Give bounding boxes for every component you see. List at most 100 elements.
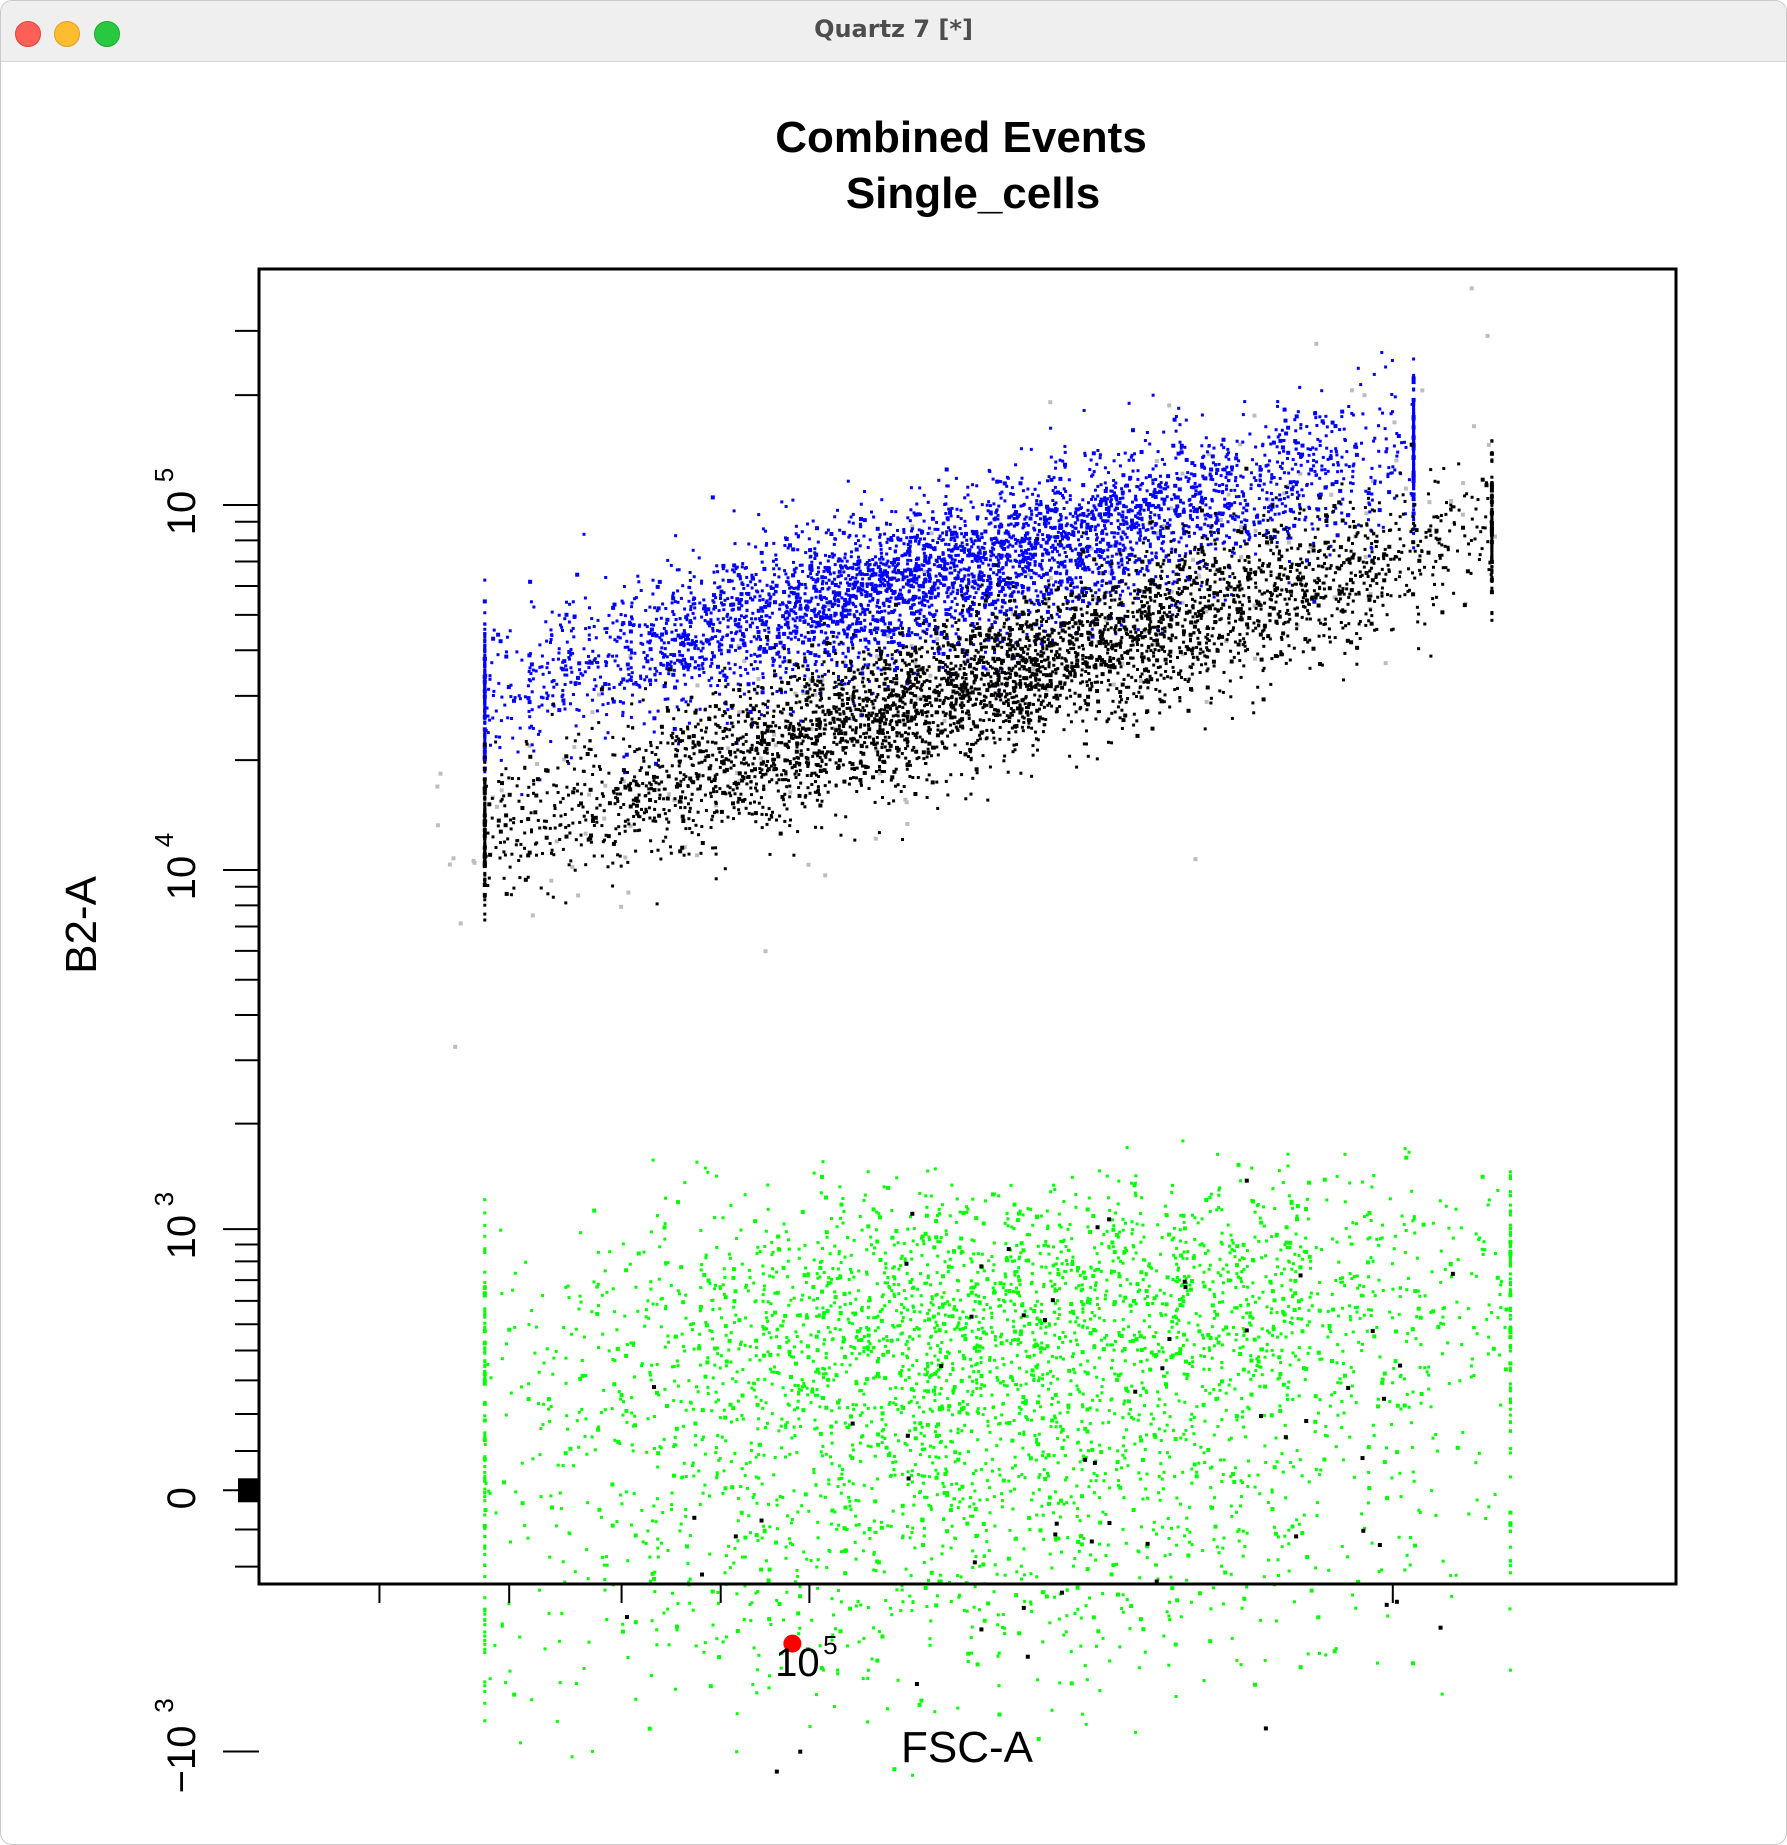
data-point <box>1338 488 1343 493</box>
data-point <box>1126 586 1130 590</box>
data-point <box>605 713 609 717</box>
data-point <box>1001 578 1006 582</box>
data-point <box>818 610 822 614</box>
data-point <box>572 635 576 639</box>
data-point <box>1065 500 1069 504</box>
data-point <box>1041 730 1045 734</box>
data-point <box>928 579 932 583</box>
data-point <box>1055 612 1059 616</box>
data-point <box>1045 589 1048 593</box>
data-point <box>924 621 929 626</box>
data-point <box>1134 494 1138 498</box>
data-point <box>939 581 943 585</box>
data-point <box>607 682 611 686</box>
data-point <box>837 585 841 589</box>
data-point <box>527 653 532 658</box>
data-point <box>739 638 743 642</box>
data-point <box>991 730 995 734</box>
data-point <box>1039 545 1043 549</box>
data-point <box>759 606 764 611</box>
data-point <box>682 845 687 850</box>
data-point <box>1084 532 1088 536</box>
data-point <box>1277 451 1281 455</box>
data-point <box>801 691 806 696</box>
data-point <box>1053 503 1056 506</box>
data-point <box>743 615 746 619</box>
data-point <box>1263 453 1267 457</box>
data-point <box>579 801 583 806</box>
data-point <box>1095 532 1098 536</box>
data-point <box>1107 512 1111 516</box>
data-point <box>557 613 561 617</box>
data-point <box>641 642 645 646</box>
data-point <box>1300 443 1305 448</box>
data-point <box>808 651 813 656</box>
data-point <box>997 569 1001 572</box>
zoom-window-button[interactable] <box>94 21 120 47</box>
data-point <box>1077 597 1081 601</box>
data-point <box>866 607 870 611</box>
data-point <box>1110 531 1114 535</box>
data-point <box>894 596 899 601</box>
data-point <box>1087 501 1090 505</box>
data-point <box>1149 511 1153 514</box>
data-point <box>1169 637 1173 641</box>
data-point <box>577 708 581 712</box>
data-point <box>1299 423 1303 427</box>
data-point <box>806 606 810 609</box>
data-point <box>709 618 713 622</box>
data-point <box>1136 531 1140 535</box>
data-point <box>879 551 883 555</box>
data-point <box>982 574 986 577</box>
data-point <box>963 524 967 528</box>
data-point <box>786 546 790 550</box>
data-point <box>582 647 586 651</box>
data-point <box>1057 653 1061 657</box>
data-point <box>1036 541 1040 545</box>
data-point <box>1133 452 1136 456</box>
data-point <box>914 564 919 569</box>
data-point <box>721 635 725 639</box>
data-point <box>625 662 630 667</box>
data-point <box>1117 453 1121 456</box>
data-point <box>846 646 850 650</box>
data-point <box>985 588 989 592</box>
data-point <box>1189 551 1192 555</box>
data-point <box>1106 507 1111 511</box>
data-point <box>1227 457 1231 461</box>
data-point <box>621 701 625 705</box>
data-point <box>792 560 795 564</box>
data-point <box>1140 652 1144 656</box>
data-point <box>1118 593 1122 597</box>
data-point <box>673 623 677 627</box>
data-point <box>1299 426 1303 430</box>
data-point <box>843 682 847 686</box>
data-point <box>520 793 524 797</box>
close-window-button[interactable] <box>15 21 41 47</box>
data-point <box>1366 491 1371 496</box>
data-point <box>596 661 600 665</box>
data-point <box>837 569 842 574</box>
data-point <box>863 625 867 629</box>
data-point <box>1411 435 1416 440</box>
data-point <box>849 515 853 519</box>
data-point <box>1049 566 1053 570</box>
data-point <box>726 612 730 616</box>
data-point <box>803 635 807 639</box>
data-point <box>633 597 637 601</box>
data-point <box>551 694 555 698</box>
data-point <box>587 654 590 658</box>
data-point <box>1144 536 1147 540</box>
data-point <box>933 546 937 550</box>
data-point <box>878 611 882 614</box>
data-point <box>688 571 692 574</box>
data-point <box>1051 526 1054 530</box>
data-point <box>1159 525 1163 529</box>
data-point <box>850 664 854 668</box>
data-point <box>1098 503 1103 507</box>
data-point <box>1303 605 1307 609</box>
data-point <box>973 557 977 561</box>
data-point <box>1021 557 1025 561</box>
minimize-window-button[interactable] <box>54 21 80 47</box>
data-point <box>1030 512 1034 516</box>
